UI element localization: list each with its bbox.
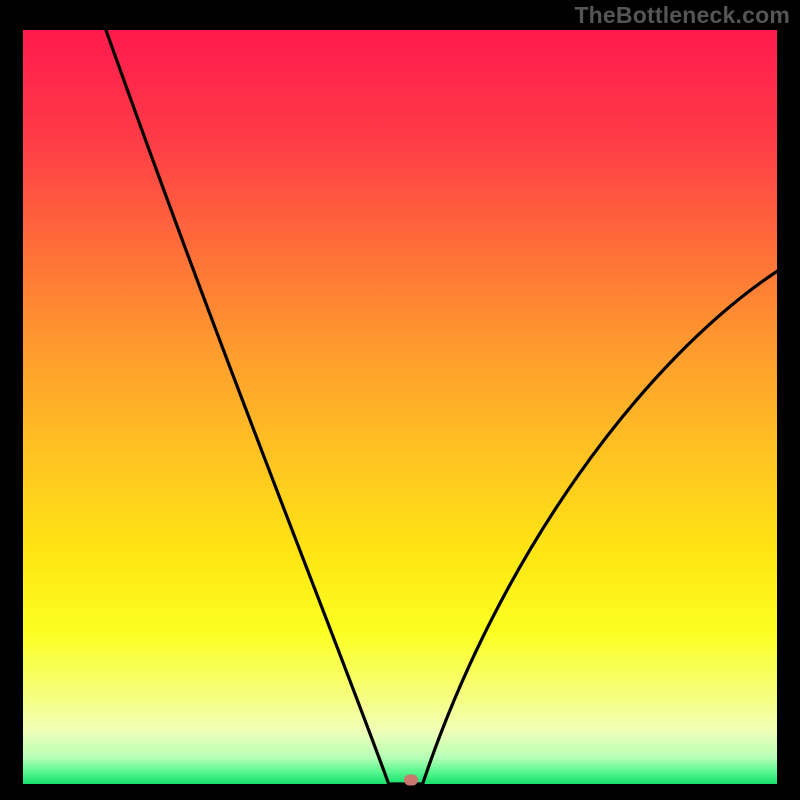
chart-root: TheBottleneck.com xyxy=(0,0,800,800)
bottleneck-curve xyxy=(23,30,777,784)
optimum-marker xyxy=(404,775,418,786)
plot-area xyxy=(23,30,777,784)
curve-path xyxy=(106,30,777,784)
watermark-text: TheBottleneck.com xyxy=(574,2,790,29)
